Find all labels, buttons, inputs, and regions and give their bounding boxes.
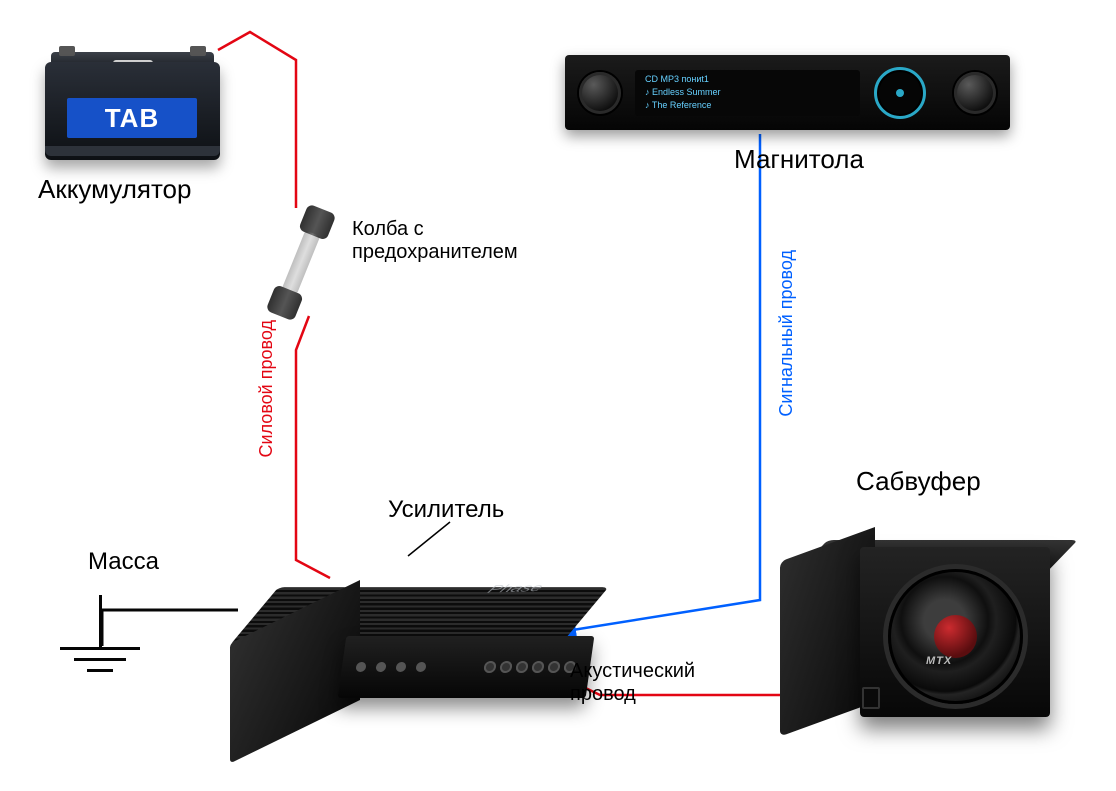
headunit-display: CD MP3 пониt1 ♪ Endless Summer ♪ The Ref… [635, 70, 860, 116]
signal-wire [560, 134, 760, 632]
hu-line-1: CD MP3 пониt1 [645, 75, 850, 84]
subwoofer-caption: Сабвуфер [856, 466, 981, 497]
subwoofer-brand: MTX [926, 655, 952, 667]
hu-line-2: ♪ Endless Summer [645, 88, 850, 97]
signal-wire-caption: Сигнальный провод [776, 250, 797, 417]
ground-symbol [40, 595, 160, 672]
battery: TAB [45, 50, 220, 160]
subwoofer: MTX [780, 505, 1050, 720]
headunit-knob-right [954, 72, 996, 114]
headunit-caption: Магнитола [734, 144, 864, 175]
fuse-caption: Колба с предохранителем [352, 218, 518, 264]
amplifier-caption: Усилитель [388, 496, 504, 524]
speaker-cone [888, 569, 1023, 704]
head-unit: CD MP3 пониt1 ♪ Endless Summer ♪ The Ref… [565, 55, 1010, 130]
battery-brand: TAB [67, 98, 197, 138]
hu-line-3: ♪ The Reference [645, 101, 850, 110]
diagram-canvas: TAB CD MP3 пониt1 ♪ Endless Summer ♪ The… [0, 0, 1116, 791]
fuse-holder [266, 204, 337, 322]
ground-caption: Масса [88, 548, 159, 576]
headunit-ring [874, 67, 926, 119]
battery-caption: Аккумулятор [38, 174, 191, 205]
power-wire-caption: Силовой провод [256, 320, 277, 457]
amplifier: Phase [230, 540, 560, 715]
headunit-knob-left [579, 72, 621, 114]
speaker-wire-caption: Акустический провод [570, 660, 695, 706]
